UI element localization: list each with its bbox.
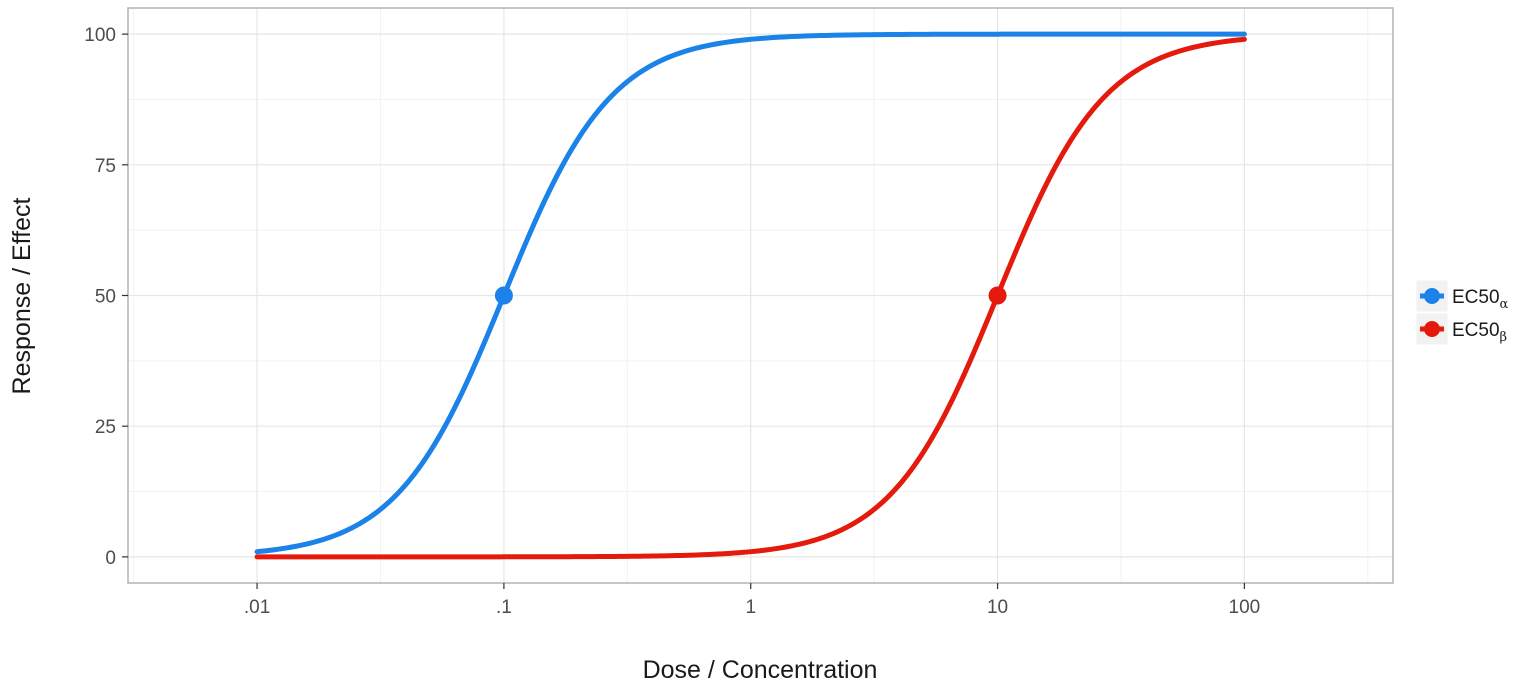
y-tick-labels: 0 25 50 75 100 [84, 25, 116, 569]
legend-key-point-alpha [1424, 288, 1440, 304]
x-tick-label: .01 [244, 597, 270, 618]
x-axis-title: Dose / Concentration [643, 656, 878, 684]
series-curves [254, 31, 1247, 560]
y-tick-label: 50 [95, 287, 116, 308]
x-tick-label: 100 [1229, 597, 1261, 618]
legend-label-text: EC50 [1452, 287, 1500, 308]
series-line-alpha [254, 31, 1247, 555]
y-tick-label: 25 [95, 417, 116, 438]
x-tick-label: .1 [496, 597, 512, 618]
legend-key-point-beta [1424, 321, 1440, 337]
legend-label-alpha: EC50α [1452, 287, 1509, 312]
legend-label-subscript: α [1500, 297, 1509, 312]
axis-ticks [122, 33, 1245, 589]
ec50-point-alpha [494, 286, 513, 305]
y-tick-label: 100 [84, 25, 116, 46]
y-axis-title: Response / Effect [8, 198, 36, 395]
legend-label-subscript: β [1500, 330, 1508, 345]
legend-label-text: EC50 [1452, 320, 1500, 341]
ec50-point-beta [988, 286, 1007, 305]
x-tick-label: 10 [987, 597, 1008, 618]
legend-label-beta: EC50β [1452, 320, 1507, 345]
ec50-points [494, 286, 1007, 305]
y-tick-label: 75 [95, 156, 116, 177]
series-line-beta [254, 36, 1247, 560]
x-tick-labels: .01 .1 1 10 100 [244, 597, 1260, 618]
y-tick-label: 0 [105, 548, 116, 569]
x-tick-label: 1 [745, 597, 756, 618]
